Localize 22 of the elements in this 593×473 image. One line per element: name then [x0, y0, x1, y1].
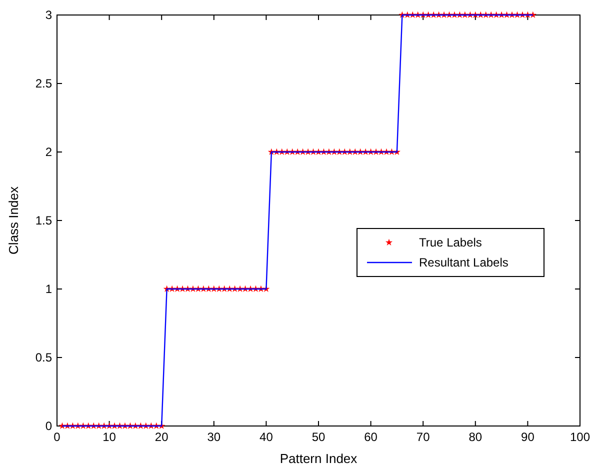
x-tick-label: 60	[364, 430, 378, 444]
legend-label: True Labels	[419, 236, 482, 250]
y-tick-label: 2.5	[35, 76, 52, 90]
x-tick-label: 70	[416, 430, 430, 444]
x-axis-title: Pattern Index	[280, 451, 358, 466]
x-tick-label: 20	[154, 430, 169, 444]
x-tick-label: 90	[521, 430, 535, 444]
y-axis-title: Class Index	[6, 186, 21, 254]
x-tick-label: 50	[312, 430, 326, 444]
y-tick-label: 1	[45, 282, 52, 296]
y-tick-label: 1.5	[35, 214, 52, 228]
x-tick-label: 40	[260, 430, 274, 444]
y-tick-label: 0	[45, 419, 52, 433]
x-tick-label: 30	[207, 430, 221, 444]
x-tick-label: 100	[570, 430, 590, 444]
x-tick-label: 10	[102, 430, 116, 444]
legend-label: Resultant Labels	[419, 256, 508, 270]
y-tick-label: 3	[45, 8, 52, 22]
x-tick-label: 80	[468, 430, 482, 444]
y-tick-label: 2	[45, 145, 52, 159]
y-tick-label: 0.5	[35, 350, 52, 364]
x-tick-label: 0	[54, 430, 61, 444]
